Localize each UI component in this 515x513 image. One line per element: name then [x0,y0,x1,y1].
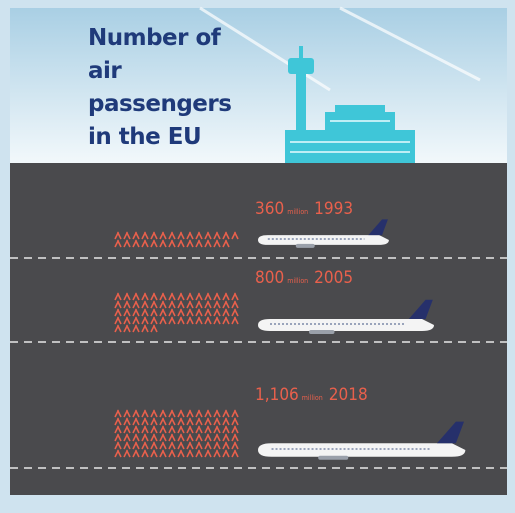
plane-engine [309,330,335,334]
chart-title: Number of air passengers in the EU [88,22,258,154]
value-number: 360 [255,199,284,219]
plane-body [258,319,434,331]
value-unit: million [287,277,308,285]
plane-engine [296,244,315,248]
value-unit: million [302,394,323,402]
year-label: 2005 [314,268,353,288]
value-number: 800 [255,268,284,288]
value-unit: million [287,208,308,216]
plane-engine [318,456,348,460]
sky [10,8,507,163]
year-label: 2018 [329,385,368,405]
page: {"chart_data": {"type": "pictogram", "ti… [0,0,515,513]
year-label: 1993 [314,199,353,219]
plane-body [258,235,389,245]
value-number: 1,106 [255,385,299,405]
plane-body [258,443,465,457]
